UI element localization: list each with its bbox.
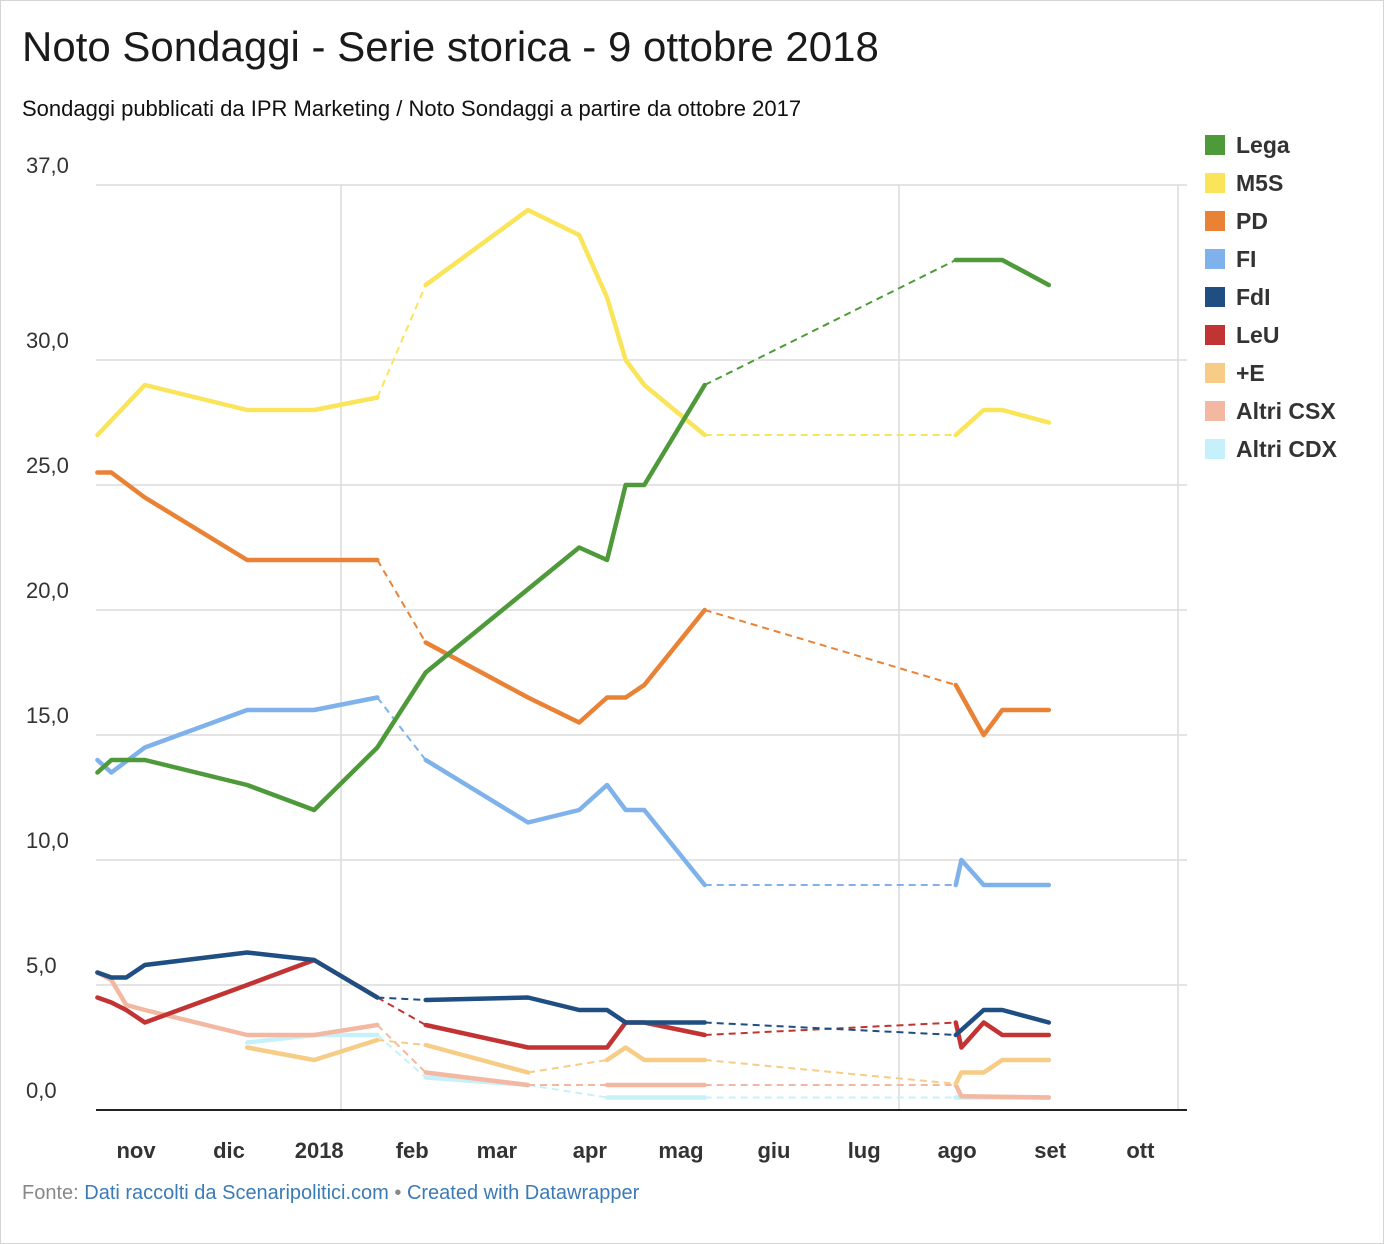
x-tick-label: apr bbox=[573, 1138, 608, 1163]
legend-label: Altri CDX bbox=[1236, 435, 1337, 462]
series-gap-dashed bbox=[704, 1059, 956, 1085]
legend-label: Altri CSX bbox=[1236, 397, 1336, 424]
series-line-fi bbox=[95, 695, 380, 775]
series-line-m5s bbox=[95, 382, 380, 438]
legend-label: FI bbox=[1236, 245, 1257, 272]
y-tick-label: 37,0 bbox=[26, 153, 69, 178]
y-tick-label: 20,0 bbox=[26, 578, 69, 603]
x-tick-label: dic bbox=[213, 1138, 245, 1163]
y-tick-label: 5,0 bbox=[26, 953, 57, 978]
series-gap-dashed bbox=[376, 696, 427, 761]
series-line--e bbox=[953, 1057, 1052, 1086]
x-tick-label: giu bbox=[757, 1138, 790, 1163]
x-tick-label: mar bbox=[477, 1138, 518, 1163]
series-line-altri-csx bbox=[95, 970, 380, 1038]
legend-swatch bbox=[1205, 287, 1225, 307]
legend-label: FdI bbox=[1236, 283, 1271, 310]
series-line-leu bbox=[953, 1020, 1052, 1050]
series-line-altri-csx bbox=[953, 1082, 1052, 1100]
legend-swatch bbox=[1205, 135, 1225, 155]
series-gap-dashed bbox=[377, 996, 426, 1001]
series-line-pd bbox=[953, 682, 1052, 738]
legend-swatch bbox=[1205, 401, 1225, 421]
legend-item-piu-europa: +E bbox=[1205, 354, 1337, 392]
series-line--e bbox=[604, 1045, 707, 1063]
x-tick-label: ott bbox=[1126, 1138, 1155, 1163]
legend-swatch bbox=[1205, 363, 1225, 383]
series-gap-dashed bbox=[704, 1021, 956, 1036]
series-line-fi bbox=[953, 857, 1052, 888]
legend-item-altri-csx: Altri CSX bbox=[1205, 392, 1337, 430]
series-line-fdi bbox=[953, 1007, 1052, 1038]
legend-item-altri-cdx: Altri CDX bbox=[1205, 430, 1337, 468]
legend-item-pd: PD bbox=[1205, 202, 1337, 240]
y-tick-label: 30,0 bbox=[26, 328, 69, 353]
series-gap-dashed bbox=[376, 284, 427, 398]
legend-swatch bbox=[1205, 249, 1225, 269]
series-line-m5s bbox=[953, 407, 1052, 438]
series-gap-dashed bbox=[377, 1039, 426, 1046]
legend-label: Lega bbox=[1236, 131, 1290, 158]
series-gap-dashed bbox=[704, 609, 957, 686]
y-tick-label: 0,0 bbox=[26, 1078, 57, 1103]
y-tick-label: 15,0 bbox=[26, 703, 69, 728]
series-gap-dashed bbox=[376, 1024, 427, 1074]
footer-prefix: Fonte: bbox=[22, 1182, 85, 1204]
chart-title: Noto Sondaggi - Serie storica - 9 ottobr… bbox=[22, 23, 879, 70]
series-line-leu bbox=[423, 1020, 707, 1050]
series-line-fdi bbox=[423, 995, 707, 1025]
legend-item-fdi: FdI bbox=[1205, 278, 1337, 316]
legend-label: PD bbox=[1236, 207, 1268, 234]
footer: Fonte: Dati raccolti da Scenaripolitici.… bbox=[22, 1181, 639, 1205]
legend-item-leu: LeU bbox=[1205, 316, 1337, 354]
series-line-fi bbox=[423, 757, 707, 888]
series-line-altri-csx bbox=[423, 1070, 531, 1088]
series-line-fdi bbox=[95, 950, 380, 1000]
y-tick-label: 25,0 bbox=[26, 453, 69, 478]
series-line-m5s bbox=[423, 207, 707, 438]
x-tick-label: nov bbox=[116, 1138, 156, 1163]
series-gap-dashed bbox=[527, 1059, 608, 1074]
legend-swatch bbox=[1205, 173, 1225, 193]
legend: Lega M5S PD FI FdI LeU +E Altri CSX Altr… bbox=[1205, 126, 1337, 468]
legend-item-lega: Lega bbox=[1205, 126, 1337, 164]
series-gap-dashed bbox=[376, 559, 427, 644]
source-link[interactable]: Dati raccolti da Scenaripolitici.com bbox=[84, 1182, 389, 1204]
series-line--e bbox=[423, 1042, 531, 1075]
series-gap-dashed bbox=[527, 1084, 608, 1099]
series-line-lega bbox=[953, 257, 1052, 288]
x-tick-label: ago bbox=[938, 1138, 977, 1163]
legend-label: LeU bbox=[1236, 321, 1280, 348]
series-line-lega bbox=[95, 382, 707, 813]
x-tick-label: set bbox=[1034, 1138, 1066, 1163]
legend-swatch bbox=[1205, 211, 1225, 231]
y-tick-label: 10,0 bbox=[26, 828, 69, 853]
footer-separator: • bbox=[388, 1182, 407, 1204]
series-line-pd bbox=[95, 470, 380, 563]
legend-item-m5s: M5S bbox=[1205, 164, 1337, 202]
series-line--e bbox=[244, 1037, 380, 1063]
datawrapper-link[interactable]: Created with Datawrapper bbox=[406, 1182, 640, 1204]
x-tick-label: 2018 bbox=[295, 1138, 344, 1163]
series-line-pd bbox=[423, 607, 707, 725]
legend-item-fi: FI bbox=[1205, 240, 1337, 278]
chart-subtitle: Sondaggi pubblicati da IPR Marketing / N… bbox=[22, 96, 802, 121]
series-gap-dashed bbox=[376, 996, 427, 1026]
legend-swatch bbox=[1205, 439, 1225, 459]
series-gap-dashed bbox=[704, 259, 957, 386]
legend-swatch bbox=[1205, 325, 1225, 345]
x-tick-label: lug bbox=[848, 1138, 881, 1163]
legend-label: +E bbox=[1236, 359, 1265, 386]
legend-label: M5S bbox=[1236, 169, 1284, 196]
x-tick-label: feb bbox=[396, 1138, 429, 1163]
x-tick-label: mag bbox=[658, 1138, 703, 1163]
series-gap-dashed bbox=[376, 1034, 427, 1079]
